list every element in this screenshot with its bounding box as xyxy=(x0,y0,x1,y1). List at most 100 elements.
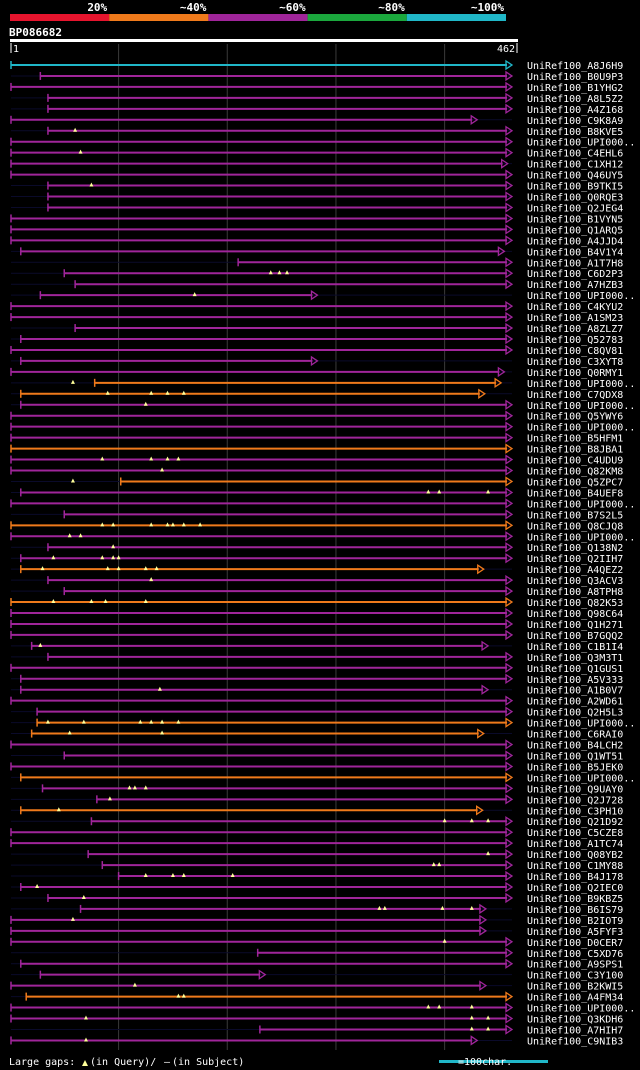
hit-end-arrow xyxy=(505,542,514,553)
hit-label[interactable]: UniRef100_Q138N2 xyxy=(527,543,623,554)
hit-label[interactable]: UniRef100_Q9UAY0 xyxy=(527,784,623,795)
hit-label[interactable]: UniRef100_Q82K53 xyxy=(527,598,623,609)
hit-label[interactable]: UniRef100_Q2IEC0 xyxy=(527,883,623,894)
hit-label[interactable]: UniRef100_C1B1I4 xyxy=(527,642,623,653)
hit-label[interactable]: UniRef100_C3Y100 xyxy=(527,971,623,982)
hit-label[interactable]: UniRef100_Q98C64 xyxy=(527,609,623,620)
hit-label[interactable]: UniRef100_B7GQQ2 xyxy=(527,631,623,642)
hit-end-arrow xyxy=(505,421,514,432)
hit-label[interactable]: UniRef100_A8ZLZ7 xyxy=(527,324,623,335)
hit-label[interactable]: UniRef100_UPI000.. xyxy=(527,379,635,390)
hit-label[interactable]: UniRef100_Q1ARQ5 xyxy=(527,225,623,236)
hit-label[interactable]: UniRef100_B4V1Y4 xyxy=(527,247,623,258)
hit-label[interactable]: UniRef100_UPI000.. xyxy=(527,773,635,784)
hit-label[interactable]: UniRef100_Q0RQE3 xyxy=(527,193,623,204)
hit-label[interactable]: UniRef100_Q3ACV3 xyxy=(527,576,623,587)
hit-label[interactable]: UniRef100_A7HIH7 xyxy=(527,1025,623,1036)
hit-label[interactable]: UniRef100_A1TC74 xyxy=(527,839,623,850)
hit-label[interactable]: UniRef100_UPI000.. xyxy=(527,719,635,730)
hit-label[interactable]: UniRef100_Q2H5L3 xyxy=(527,708,623,719)
hit-label[interactable]: UniRef100_B1YHG2 xyxy=(527,83,623,94)
hit-label[interactable]: UniRef100_D0CER7 xyxy=(527,938,623,949)
hit-label[interactable]: UniRef100_C3PH10 xyxy=(527,806,623,817)
hit-label[interactable]: UniRef100_B5JEK0 xyxy=(527,762,623,773)
hit-label[interactable]: UniRef100_B6IS79 xyxy=(527,905,623,916)
hit-label[interactable]: UniRef100_Q2IIH7 xyxy=(527,554,623,565)
hit-label[interactable]: UniRef100_A5V333 xyxy=(527,675,623,686)
hit-label[interactable]: UniRef100_B9KBZ5 xyxy=(527,894,623,905)
hit-label[interactable]: UniRef100_A1SM23 xyxy=(527,313,623,324)
hit-label[interactable]: UniRef100_C7QDX8 xyxy=(527,390,623,401)
hit-label[interactable]: UniRef100_A8J6H9 xyxy=(527,61,623,72)
hit-label[interactable]: UniRef100_C1XH12 xyxy=(527,160,623,171)
hit-label[interactable]: UniRef100_B4LCH2 xyxy=(527,741,623,752)
hit-label[interactable]: UniRef100_A7HZB3 xyxy=(527,280,623,291)
hit-label[interactable]: UniRef100_Q1H271 xyxy=(527,620,623,631)
hit-label[interactable]: UniRef100_Q1GUS1 xyxy=(527,664,623,675)
hit-label[interactable]: UniRef100_Q3KDH6 xyxy=(527,1015,623,1026)
hit-label[interactable]: UniRef100_A1T7H8 xyxy=(527,258,623,269)
hit-label[interactable]: UniRef100_Q2JEG4 xyxy=(527,203,623,214)
hit-label[interactable]: UniRef100_UPI000.. xyxy=(527,499,635,510)
hit-label[interactable]: UniRef100_B9TKI5 xyxy=(527,182,623,193)
hit-label[interactable]: UniRef100_B2IOT9 xyxy=(527,916,623,927)
hit-label[interactable]: UniRef100_C5CZE8 xyxy=(527,828,623,839)
hit-label[interactable]: UniRef100_Q1WT51 xyxy=(527,751,623,762)
hit-label[interactable]: UniRef100_A5FYF3 xyxy=(527,927,623,938)
hit-label[interactable]: UniRef100_Q5ZPC7 xyxy=(527,477,623,488)
hit-label[interactable]: UniRef100_Q0RMY1 xyxy=(527,368,623,379)
hit-label[interactable]: UniRef100_UPI000.. xyxy=(527,138,635,149)
gap-marker xyxy=(111,544,116,549)
hit-label[interactable]: UniRef100_Q52783 xyxy=(527,335,623,346)
hit-label[interactable]: UniRef100_UPI000.. xyxy=(527,423,635,434)
hit-label[interactable]: UniRef100_B0U9P3 xyxy=(527,72,623,83)
hit-label[interactable]: UniRef100_A4FM34 xyxy=(527,993,623,1004)
hit-label[interactable]: UniRef100_C5XD76 xyxy=(527,949,623,960)
hit-label[interactable]: UniRef100_A4Z168 xyxy=(527,105,623,116)
hit-label[interactable]: UniRef100_UPI000.. xyxy=(527,291,635,302)
hit-label[interactable]: UniRef100_B7S2L5 xyxy=(527,510,623,521)
hit-label[interactable]: UniRef100_C8QV81 xyxy=(527,346,623,357)
hit-label[interactable]: UniRef100_C9NIB3 xyxy=(527,1036,623,1047)
hit-label[interactable]: UniRef100_C9K8A9 xyxy=(527,116,623,127)
hit-label[interactable]: UniRef100_A1B0V7 xyxy=(527,686,623,697)
hit-label[interactable]: UniRef100_Q2J728 xyxy=(527,795,623,806)
hit-row: UniRef100_A1SM23 xyxy=(10,311,623,324)
hit-label[interactable]: UniRef100_UPI000.. xyxy=(527,1004,635,1015)
hit-label[interactable]: UniRef100_C4KYU2 xyxy=(527,302,623,313)
hit-label[interactable]: UniRef100_A2WD61 xyxy=(527,697,623,708)
hit-label[interactable]: UniRef100_A8TPH8 xyxy=(527,587,623,598)
hit-label[interactable]: UniRef100_C4UDU9 xyxy=(527,456,623,467)
hit-label[interactable]: UniRef100_B4J178 xyxy=(527,872,623,883)
hit-label[interactable]: UniRef100_C6RAI0 xyxy=(527,730,623,741)
hit-label[interactable]: UniRef100_B2KWI5 xyxy=(527,982,623,993)
gap-marker xyxy=(81,894,86,899)
hit-label[interactable]: UniRef100_B4UEF8 xyxy=(527,488,623,499)
hit-label[interactable]: UniRef100_Q82KM8 xyxy=(527,467,623,478)
hit-end-arrow xyxy=(505,947,514,958)
hit-label[interactable]: UniRef100_A4JJD4 xyxy=(527,236,623,247)
hit-label[interactable]: UniRef100_A8L5Z2 xyxy=(527,94,623,105)
gap-marker xyxy=(469,1026,474,1031)
hit-label[interactable]: UniRef100_UPI000.. xyxy=(527,401,635,412)
hit-label[interactable]: UniRef100_Q46UY5 xyxy=(527,171,623,182)
hit-label[interactable]: UniRef100_Q8CJQ8 xyxy=(527,521,623,532)
hit-row: UniRef100_C5XD76 xyxy=(11,947,623,960)
hit-label[interactable]: UniRef100_C4EHL6 xyxy=(527,149,623,160)
hit-label[interactable]: UniRef100_B8JBA1 xyxy=(527,445,623,456)
hit-label[interactable]: UniRef100_B1VYN5 xyxy=(527,214,623,225)
hit-label[interactable]: UniRef100_UPI000.. xyxy=(527,532,635,543)
hit-label[interactable]: UniRef100_C6D2P3 xyxy=(527,269,623,280)
hit-label[interactable]: UniRef100_Q3M3T1 xyxy=(527,653,623,664)
hit-label[interactable]: UniRef100_C3XYT8 xyxy=(527,357,623,368)
hit-end-arrow xyxy=(505,651,514,663)
hit-label[interactable]: UniRef100_A4QEZ2 xyxy=(527,565,623,576)
hit-label[interactable]: UniRef100_Q08YB2 xyxy=(527,850,623,861)
hit-label[interactable]: UniRef100_C1MY88 xyxy=(527,861,623,872)
hit-label[interactable]: UniRef100_B8KVE5 xyxy=(527,127,623,138)
hit-label[interactable]: UniRef100_B5HFM1 xyxy=(527,434,623,445)
hit-label[interactable]: UniRef100_Q21D92 xyxy=(527,817,623,828)
hit-label[interactable]: UniRef100_Q5YWY6 xyxy=(527,412,623,423)
hit-end-arrow xyxy=(479,980,488,991)
hit-label[interactable]: UniRef100_A9SPS1 xyxy=(527,960,623,971)
